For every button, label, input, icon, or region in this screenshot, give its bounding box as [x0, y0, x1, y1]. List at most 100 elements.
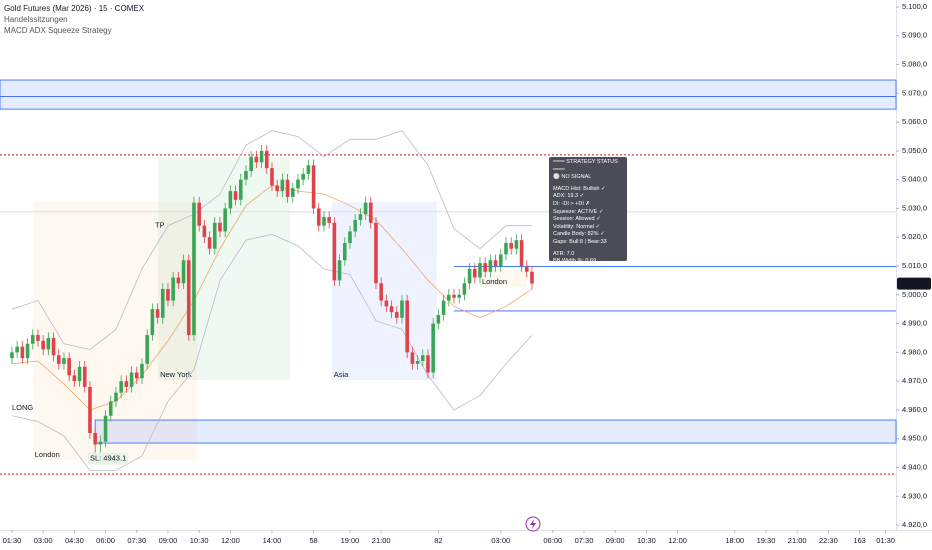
candle-body	[483, 263, 487, 272]
candle-body	[181, 260, 186, 284]
y-tick-label: 4.990,0	[902, 319, 927, 328]
session-box	[479, 270, 527, 288]
status-line: ⚪ NO SIGNAL	[553, 174, 592, 181]
y-tick-label: 5.070,0	[902, 88, 927, 97]
status-panel: ═══ STRATEGY STATUS ═══ ⚪ NO SIGNAL MACD H…	[549, 157, 627, 264]
candle-body	[93, 432, 97, 445]
x-tick-label: 19:00	[341, 536, 360, 545]
session-label: London	[35, 450, 60, 459]
candle-body	[316, 208, 321, 226]
x-tick-label: 21:00	[788, 536, 807, 545]
y-tick-label: 4.930,0	[902, 491, 927, 500]
status-line: BB Width %: 0.69	[553, 258, 597, 265]
candle-body	[342, 242, 347, 261]
candle-body	[514, 240, 519, 249]
candle-body	[150, 309, 155, 336]
session-label: New York	[160, 370, 192, 379]
candle-body	[228, 191, 233, 209]
candle-body	[410, 352, 415, 364]
candle-body	[384, 300, 389, 307]
candle-body	[452, 294, 456, 298]
candle-body	[36, 335, 40, 341]
session-label: London	[482, 277, 507, 286]
candle-body	[103, 415, 108, 442]
candle-body	[275, 185, 279, 192]
x-tick-label: 09:00	[606, 536, 625, 545]
status-line: Session: Allowed ✓	[553, 216, 601, 223]
candle-body	[254, 156, 259, 163]
price-tag	[897, 277, 931, 290]
y-tick-label: 5.050,0	[902, 146, 927, 155]
candle-body	[124, 381, 129, 387]
candle-body	[306, 165, 311, 174]
x-tick-label: 07:30	[575, 536, 594, 545]
zone	[94, 419, 897, 444]
candle-body	[10, 352, 14, 359]
zone	[0, 79, 897, 110]
candle-body	[389, 306, 394, 313]
status-line: Volatility: Normal ✓	[553, 223, 601, 230]
status-line: DI: -DI > +DI ✗	[553, 200, 591, 207]
session-box	[158, 158, 291, 381]
candle-body	[296, 179, 300, 189]
candle-body	[77, 366, 82, 382]
candle-body	[166, 289, 170, 301]
x-tick-label: 03:00	[491, 536, 510, 545]
candle-body	[140, 363, 144, 379]
band-upper	[11, 130, 532, 350]
candle-body	[462, 283, 467, 295]
candle-body	[56, 355, 61, 364]
status-line: Gaps: Bull:8 | Bear:33	[553, 238, 607, 245]
x-tick-label: 12:00	[668, 536, 687, 545]
candle-body	[98, 441, 103, 445]
candle-body	[62, 358, 66, 364]
price-tag-label: 5.003,9	[901, 279, 926, 288]
y-tick-label: 5.000,0	[902, 290, 927, 299]
candle-body	[322, 217, 326, 226]
status-line: Squeeze: ACTIVE ✓	[553, 208, 604, 215]
candle-body	[400, 300, 404, 318]
x-tick-label: 10:30	[637, 536, 656, 545]
candle-body	[394, 312, 399, 318]
candle-body	[192, 202, 196, 336]
candle-body	[467, 268, 472, 284]
y-tick-label: 5.060,0	[902, 117, 927, 126]
candle-body	[244, 171, 248, 180]
candle-body	[207, 237, 212, 249]
y-tick-label: 5.020,0	[902, 232, 927, 241]
candle-body	[114, 392, 118, 402]
y-tick-label: 5.030,0	[902, 203, 927, 212]
status-line: ATR: 7.0	[553, 250, 575, 257]
candle-body	[353, 219, 357, 232]
candle-body	[218, 222, 222, 232]
candle-body	[478, 263, 482, 278]
annotation: SL: 4943.1	[90, 454, 126, 463]
candle-body	[519, 240, 524, 267]
candle-body	[233, 191, 238, 200]
annotation: LONG	[12, 403, 33, 412]
candle-body	[41, 340, 45, 350]
candle-body	[498, 254, 503, 267]
y-tick-label: 4.970,0	[902, 376, 927, 385]
candle-body	[88, 386, 92, 433]
candle-body	[405, 300, 409, 353]
x-tick-label: 12:00	[221, 536, 240, 545]
candle-body	[212, 222, 217, 249]
indicator-name: Handelssitzungen	[4, 15, 68, 24]
x-tick-label: 03:00	[34, 536, 53, 545]
candle-body	[446, 294, 451, 301]
band-lower	[11, 233, 533, 471]
symbol-title: Gold Futures (Mar 2026) · 15 · COMEX	[4, 4, 145, 13]
candle-body	[20, 346, 25, 359]
candle-body	[270, 168, 274, 186]
candle-body	[457, 294, 461, 298]
candle-body	[108, 401, 113, 416]
candle-body	[25, 343, 30, 359]
candle-body	[426, 355, 430, 373]
event-bolt	[530, 519, 536, 529]
candle-body	[160, 289, 165, 318]
candle-body	[337, 260, 342, 281]
candle-body	[134, 372, 139, 379]
